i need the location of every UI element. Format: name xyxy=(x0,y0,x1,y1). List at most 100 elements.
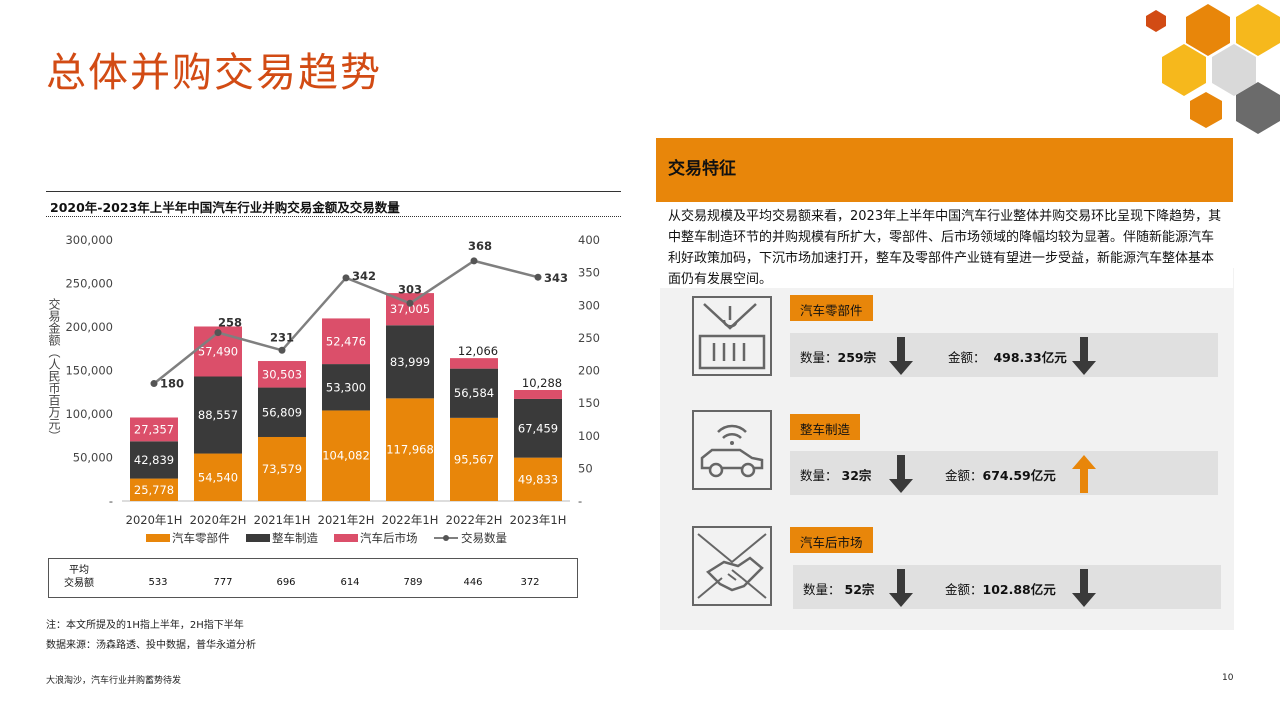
bar-segment xyxy=(130,441,178,479)
bar-value-label: 54,540 xyxy=(198,470,238,484)
line-value-label: 368 xyxy=(468,239,492,253)
bar-segment xyxy=(386,398,434,501)
legend-swatch xyxy=(334,534,358,542)
arrow-down-icon xyxy=(1072,569,1096,607)
stacked-bar-chart: - 50,000 100,000 150,000 200,000 250,000 300,0… xyxy=(47,233,600,545)
hex-yellow-2 xyxy=(1162,44,1206,96)
bar-value-label: 49,833 xyxy=(518,472,558,486)
arrow-down-icon xyxy=(889,569,913,607)
bar-value-label: 42,839 xyxy=(134,453,174,467)
segment-tag-vehicle: 整车制造 xyxy=(790,414,861,440)
bar-value-label: 53,300 xyxy=(326,380,366,394)
amount-label: 金额： xyxy=(945,582,983,597)
bar-segment xyxy=(322,410,370,501)
line-value-label: 342 xyxy=(352,269,376,283)
bar-segment xyxy=(322,364,370,411)
bar-segment xyxy=(322,318,370,365)
line-value-label: 343 xyxy=(544,271,568,285)
bar-segment xyxy=(450,368,498,418)
y-right-tick-label: 150 xyxy=(578,396,600,410)
y-left-tick-label: 250,000 xyxy=(65,277,113,291)
bar-value-label: 83,999 xyxy=(390,355,430,369)
line-value-label: 258 xyxy=(218,316,242,330)
arrow-up-icon xyxy=(1072,455,1096,493)
bar-value-label: 117,968 xyxy=(386,443,434,457)
page-title: 总体并购交易趋势 xyxy=(46,50,382,96)
hex-gray-dark xyxy=(1236,82,1280,134)
bar-value-label: 67,459 xyxy=(518,421,558,435)
bar-segment xyxy=(258,387,306,437)
bar-value-label: 56,584 xyxy=(454,386,494,400)
line-point xyxy=(342,274,350,282)
bar-value-label: 57,490 xyxy=(198,344,238,358)
bar-value-label: 37,005 xyxy=(390,302,430,316)
y-right-tick-label: 400 xyxy=(578,233,600,247)
y-right-tick-label: 350 xyxy=(578,266,600,280)
x-tick-label: 2020年1H xyxy=(126,513,183,527)
amount-value: 498.33亿元 xyxy=(993,350,1067,365)
page-number: 10 xyxy=(1222,673,1234,683)
amount-stat: 金额： 498.33亿元 xyxy=(948,347,1067,366)
legend-line-marker xyxy=(443,535,449,541)
amount-stat: 金额：674.59亿元 xyxy=(945,465,1056,484)
avg-cell: 533 xyxy=(148,577,168,588)
x-tick-label: 2022年2H xyxy=(446,513,503,527)
container-crane-icon xyxy=(692,296,772,376)
legend-label: 交易数量 xyxy=(461,531,507,545)
bar-value-label: 88,557 xyxy=(198,408,238,422)
line-value-label: 231 xyxy=(270,330,294,344)
avg-deal-table: 平均 交易额 533 777 696 614 789 446 372 xyxy=(48,558,578,598)
legend-swatch xyxy=(246,534,270,542)
y-left-tick-label: 300,000 xyxy=(65,233,113,247)
segment-stats-parts: 数量：259宗 金额： 498.33亿元 xyxy=(790,333,1218,377)
y-right-tick-label: 300 xyxy=(578,298,600,312)
amount-label: 金额： xyxy=(945,468,983,483)
count-stat: 数量： 52宗 xyxy=(803,579,874,598)
avg-cell: 789 xyxy=(403,577,423,588)
hex-orange xyxy=(1186,4,1230,56)
bar-segment xyxy=(450,358,498,369)
hex-gray-light xyxy=(1212,44,1256,96)
segment-tag-parts: 汽车零部件 xyxy=(790,295,873,321)
handshake-icon xyxy=(692,526,772,606)
note-text: 注：本文所提及的1H指上半年，2H指下半年 xyxy=(46,620,244,631)
bar-value-label: 95,567 xyxy=(454,452,494,466)
y-left-tick-label: 150,000 xyxy=(65,364,113,378)
segment-stats-aftermarket: 数量： 52宗 金额：102.88亿元 xyxy=(793,565,1221,609)
x-tick-label: 2020年2H xyxy=(190,513,247,527)
hex-orange-2 xyxy=(1190,92,1222,128)
bar-value-label: 12,066 xyxy=(458,344,498,358)
chart-title: 2020年-2023年上半年中国汽车行业并购交易金额及交易数量 xyxy=(46,191,621,217)
x-tick-label: 2021年2H xyxy=(318,513,375,527)
legend-label: 汽车后市场 xyxy=(360,531,418,545)
amount-stat: 金额：102.88亿元 xyxy=(945,579,1056,598)
bar-segment xyxy=(130,478,178,501)
footer-text: 大浪淘沙，汽车行业并购蓄势待发 xyxy=(46,676,182,686)
bar-segment xyxy=(258,361,306,388)
line-point xyxy=(470,257,478,265)
amount-value: 674.59亿元 xyxy=(982,468,1056,483)
bar-segment xyxy=(194,453,242,501)
avg-cell: 614 xyxy=(340,577,360,588)
bar-segment xyxy=(130,417,178,442)
bar-value-label: 52,476 xyxy=(326,334,366,348)
x-tick-label: 2021年1H xyxy=(254,513,311,527)
y-left-tick-label: - xyxy=(109,494,113,508)
line-point xyxy=(406,299,414,307)
avg-cell: 446 xyxy=(463,577,483,588)
bar-value-label: 25,778 xyxy=(134,483,174,497)
bar-segment xyxy=(514,398,562,458)
avg-cell: 777 xyxy=(213,577,233,588)
y-right-tick-label: - xyxy=(578,494,582,508)
legend-swatch xyxy=(146,534,170,542)
count-value: 32宗 xyxy=(841,468,872,483)
count-value: 52宗 xyxy=(844,582,875,597)
bar-value-label: 10,288 xyxy=(522,376,562,390)
bar-value-label: 104,082 xyxy=(322,449,370,463)
avg-cell: 696 xyxy=(276,577,296,588)
legend-label: 整车制造 xyxy=(272,531,318,545)
count-label: 数量： xyxy=(800,350,838,365)
bar-value-label: 56,809 xyxy=(262,405,302,419)
x-tick-label: 2023年1H xyxy=(510,513,567,527)
bar-segment xyxy=(514,390,562,399)
